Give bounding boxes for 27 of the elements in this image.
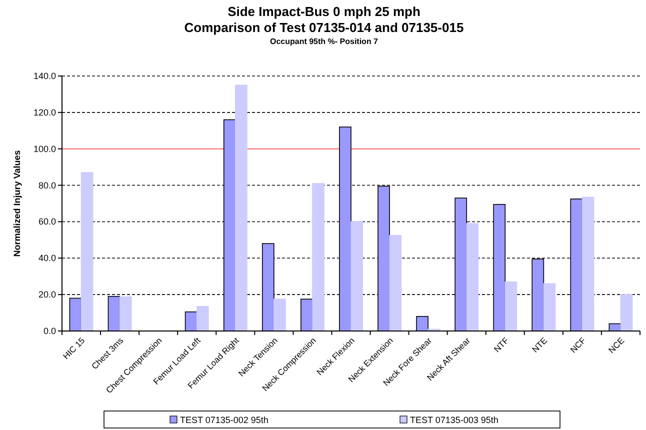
y-tick-label: 40.0 [38,253,56,264]
bar [312,183,324,332]
y-tick-label: 0.0 [43,326,56,336]
y-axis-title: Normalized Injury Values [12,150,22,257]
y-tick-label: 120.0 [33,107,56,118]
bar [543,283,556,332]
y-tick-label: 20.0 [38,290,56,300]
y-tick-label: 60.0 [38,216,56,227]
bar [620,294,633,332]
legend-label: TEST 07135-003 95th [410,415,498,425]
chart-title: Side Impact-Bus 0 mph 25 mph Comparison of Test 07135-014 and 07135-015 [184,4,464,35]
bar [389,234,402,332]
bar [350,221,363,332]
bar [274,298,286,332]
bar [582,196,594,332]
y-tick-label: 140.0 [33,71,56,81]
y-tick-label: 100.0 [33,144,56,154]
bar [235,84,248,332]
bar [119,296,132,332]
bar [466,223,479,332]
legend-label: TEST 07135-002 95th [180,415,268,425]
x-tick-label: HIC 15 [60,335,87,362]
y-tick-label: 80.0 [38,180,56,190]
bar [196,306,209,332]
chart-subtitle: Occupant 95th %- Position 7 [270,37,379,46]
bar [80,172,94,332]
bar [504,281,518,332]
